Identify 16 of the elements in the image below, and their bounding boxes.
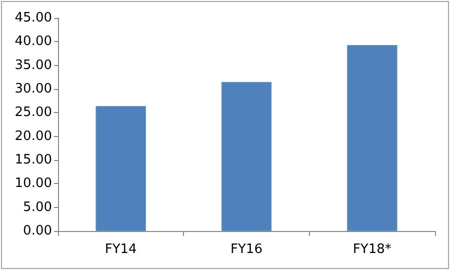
y-tick-label: 5.00 xyxy=(23,200,52,215)
x-tick-label: FY18* xyxy=(352,242,392,257)
bar xyxy=(96,106,146,231)
y-tick-label: 45.00 xyxy=(14,10,52,26)
y-tick-label: 40.00 xyxy=(14,34,52,50)
y-tick-label: 15.00 xyxy=(14,152,52,168)
bar xyxy=(221,82,272,231)
y-tick-label: 25.00 xyxy=(14,105,52,120)
y-tick-label: 20.00 xyxy=(14,128,52,144)
y-tick-label: 35.00 xyxy=(14,58,52,73)
x-tick-label: FY14 xyxy=(104,242,137,257)
y-tick-label: 30.00 xyxy=(14,82,52,96)
y-tick-label: 0.00 xyxy=(23,224,52,238)
x-tick-label: FY16 xyxy=(230,242,262,257)
y-tick-label: 10.00 xyxy=(14,176,52,192)
bar xyxy=(347,44,398,231)
